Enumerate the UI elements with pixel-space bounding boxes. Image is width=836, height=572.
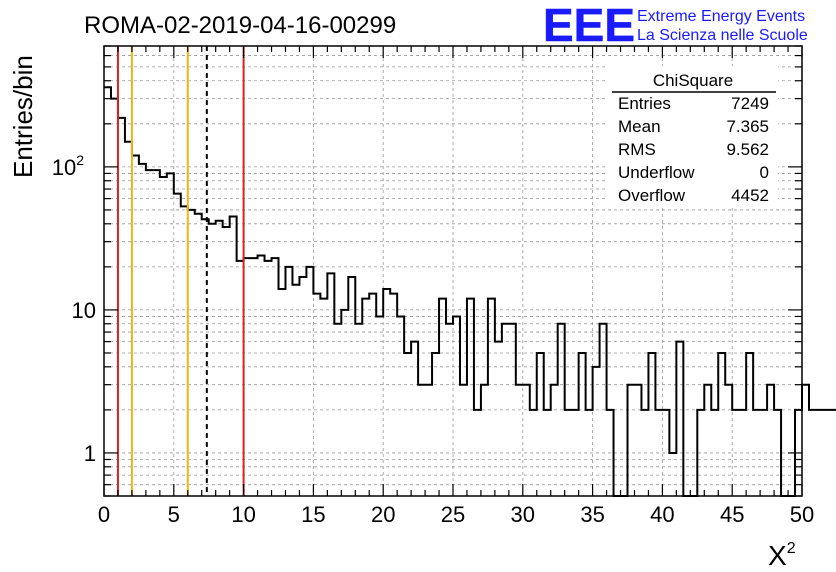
stats-row-label: Entries bbox=[618, 94, 671, 113]
axes: 0 5 10 15 20 25 30 35 40 45 50 1 10 102 bbox=[52, 45, 814, 527]
logo-line-2: La Scienza nelle Scuole bbox=[637, 27, 808, 44]
histogram-outline bbox=[104, 86, 836, 497]
stats-row-value: 9.562 bbox=[726, 140, 769, 159]
stats-row-value: 7.365 bbox=[726, 117, 769, 136]
stats-row-label: Mean bbox=[618, 117, 661, 136]
reference-lines bbox=[116, 46, 245, 496]
stats-row-label: Overflow bbox=[618, 186, 686, 205]
x-tick-label: 35 bbox=[580, 502, 604, 527]
stats-box: ChiSquare Entries 7249 Mean 7.365 RMS 9.562 Un… bbox=[608, 66, 778, 208]
y-tick-label: 1 bbox=[84, 441, 96, 466]
x-tick-label: 0 bbox=[98, 502, 110, 527]
y-axis-title: Entries/bin bbox=[8, 55, 38, 178]
histogram bbox=[104, 86, 836, 497]
x-tick-label: 40 bbox=[650, 502, 674, 527]
x-tick-label: 45 bbox=[720, 502, 744, 527]
x-tick-label: 15 bbox=[301, 502, 325, 527]
stats-row-label: Underflow bbox=[618, 163, 695, 182]
x-tick-label: 5 bbox=[168, 502, 180, 527]
x-tick-label: 25 bbox=[441, 502, 465, 527]
stats-title: ChiSquare bbox=[653, 71, 733, 90]
y-tick-label: 10 bbox=[72, 298, 96, 323]
stats-row-value: 7249 bbox=[731, 94, 769, 113]
eee-logo: EEE bbox=[543, 0, 635, 51]
x-tick-label: 30 bbox=[511, 502, 535, 527]
x-tick-label: 50 bbox=[790, 502, 814, 527]
stats-row-label: RMS bbox=[618, 140, 656, 159]
x-axis-title: X2 bbox=[768, 540, 796, 571]
logo-line-1: Extreme Energy Events bbox=[637, 8, 805, 25]
stats-row-value: 4452 bbox=[731, 186, 769, 205]
stats-row-value: 0 bbox=[760, 163, 769, 182]
x-tick-label: 20 bbox=[371, 502, 395, 527]
y-tick-label: 102 bbox=[52, 152, 84, 180]
x-tick-label: 10 bbox=[231, 502, 255, 527]
run-title: ROMA-02-2019-04-16-00299 bbox=[84, 12, 396, 39]
